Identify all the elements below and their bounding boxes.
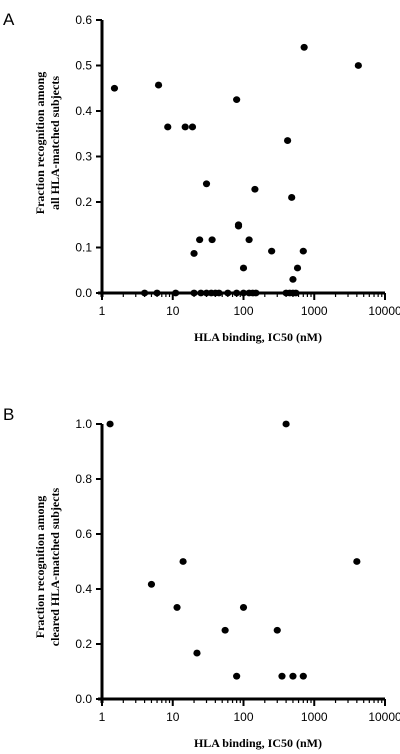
panel-a-points <box>110 43 362 297</box>
panel-b-y-tick-label: 0.0 <box>75 692 92 706</box>
panel-b-x-tick-label: 10000 <box>368 710 400 724</box>
panel-a-data-point <box>299 247 307 255</box>
panel-b-x-tick-label: 10 <box>166 710 180 724</box>
panel-a-data-point <box>164 123 172 131</box>
panel-a: A 0.0 0.1 0.2 0.3 0.4 0.5 0.6 1 10 100 1000 10000 H… <box>3 10 400 344</box>
panel-b-axes: 0.0 0.2 0.4 0.6 0.8 1.0 1 10 100 1000 10000 <box>75 417 400 724</box>
panel-a-axes: 0.0 0.1 0.2 0.3 0.4 0.5 0.6 1 10 100 1000 10000 <box>75 13 400 318</box>
panel-a-data-point <box>188 123 197 131</box>
panel-b-data-point <box>221 626 229 634</box>
panel-b-x-tick-label: 1000 <box>301 710 328 724</box>
panel-a-data-point <box>289 275 297 283</box>
panel-b-y-tick-label: 0.8 <box>75 472 92 486</box>
panel-a-data-point <box>245 236 253 244</box>
panel-a-data-point <box>202 180 211 188</box>
panel-a-data-point <box>233 289 241 297</box>
panel-a-y-tick-label: 0.0 <box>75 286 92 300</box>
panel-a-data-point <box>239 289 248 297</box>
panel-a-data-point <box>110 84 119 92</box>
panel-a-data-point <box>181 123 189 131</box>
panel-a-y-tick-label: 0.1 <box>75 241 92 255</box>
panel-b-data-point <box>233 672 241 680</box>
panel-b-data-point <box>273 626 281 634</box>
panel-a-data-point <box>153 289 161 297</box>
panel-a-data-point <box>140 289 149 297</box>
panel-a-data-point <box>251 185 259 193</box>
panel-a-x-tick-label: 1 <box>99 304 106 318</box>
panel-a-y-tick-label: 0.5 <box>75 59 92 73</box>
panel-a-data-point <box>268 247 276 255</box>
panel-a-data-point <box>354 62 362 69</box>
panel-a-x-tick-label: 1000 <box>301 304 328 318</box>
panel-a-data-point <box>215 289 223 297</box>
panel-b-y-tick-label: 0.2 <box>75 637 92 651</box>
panel-a-data-point <box>190 250 198 257</box>
panel-a-data-point <box>208 236 216 244</box>
panel-b-data-point <box>173 604 181 611</box>
panel-a-y-tick-label: 0.4 <box>75 104 92 118</box>
panel-a-y-tick-label: 0.3 <box>75 150 92 164</box>
panel-a-x-tick-label: 10000 <box>368 304 400 318</box>
panel-a-data-point <box>196 236 204 244</box>
panel-b-data-point <box>282 420 290 428</box>
panel-a-data-point <box>283 137 292 144</box>
panel-a-data-point <box>197 289 205 297</box>
panel-b-y-tick-label: 0.4 <box>75 582 92 596</box>
panel-a-y-axis-title-line2: all HLA-matched subjects <box>48 76 62 210</box>
panel-b-x-tick-label: 100 <box>233 710 253 724</box>
panel-a-x-tick-label: 10 <box>166 304 180 318</box>
panel-a-data-point <box>239 264 248 272</box>
panel-a-data-point <box>233 96 241 104</box>
panel-b-points <box>106 420 361 680</box>
panel-a-data-point <box>154 81 163 89</box>
panel-b-data-point <box>193 649 201 657</box>
panel-a-x-tick-label: 100 <box>233 304 253 318</box>
panel-a-data-point <box>288 194 296 201</box>
panel-b-label: B <box>3 405 14 424</box>
panel-b-data-point <box>353 558 361 565</box>
panel-b-x-axis-title: HLA binding, IC50 (nM) <box>194 736 322 750</box>
panel-a-data-point <box>292 289 300 297</box>
panel-a-y-tick-label: 0.6 <box>75 13 92 27</box>
panel-a-data-point <box>224 289 232 297</box>
panel-b-y-tick-label: 1.0 <box>75 417 92 431</box>
panel-b-data-point <box>106 420 114 428</box>
panel-a-data-point <box>293 264 302 272</box>
panel-a-data-point <box>234 222 243 230</box>
panel-b: B 0.0 0.2 0.4 0.6 0.8 1.0 1 10 100 1000 10000 HLA … <box>3 405 400 750</box>
panel-a-y-axis-title-line1: Fraction recognition among <box>33 72 47 214</box>
panel-b-y-tick-label: 0.6 <box>75 527 92 541</box>
panel-b-data-point <box>239 604 248 611</box>
panel-a-data-point <box>172 289 180 297</box>
panel-b-y-axis-title-line1: Fraction recognition among <box>33 496 47 638</box>
panel-b-y-axis-title-line2: cleared HLA-matched subjects <box>48 487 62 646</box>
panel-a-label: A <box>3 10 15 29</box>
panel-b-data-point <box>147 580 156 588</box>
panel-b-data-point <box>179 558 187 565</box>
panel-a-data-point <box>252 289 260 297</box>
panel-b-data-point <box>289 672 297 680</box>
panel-a-x-axis-title: HLA binding, IC50 (nM) <box>194 330 322 344</box>
panel-b-x-tick-label: 1 <box>99 710 106 724</box>
panel-a-y-tick-label: 0.2 <box>75 195 92 209</box>
panel-a-data-point <box>300 43 308 51</box>
panel-b-data-point <box>299 672 307 680</box>
panel-a-data-point <box>190 289 198 297</box>
panel-b-data-point <box>278 672 286 680</box>
